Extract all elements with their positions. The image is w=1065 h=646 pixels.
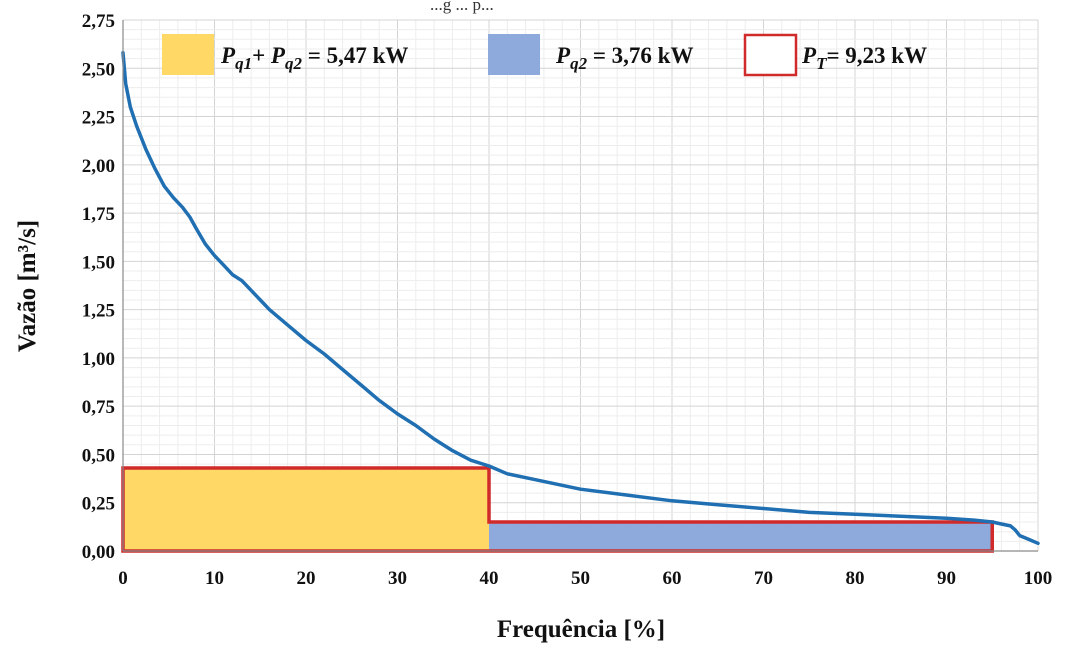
x-tick-label: 20 (297, 568, 316, 589)
series-layer (121, 51, 1040, 546)
y-tick-label: 2,50 (82, 59, 115, 80)
x-tick-label: 10 (205, 568, 224, 589)
y-tick-label: 2,25 (82, 108, 115, 129)
region-pq2 (489, 522, 993, 551)
y-tick-label: 1,50 (82, 252, 115, 273)
y-tick-labels: 0,00 0,25 0,50 0,75 1,00 1,25 1,50 1,75 2,00 2,25… (82, 11, 115, 563)
x-tick-label: 60 (663, 568, 682, 589)
axes (122, 20, 1038, 552)
series-line-flow-duration-curve (121, 51, 1040, 546)
region-pq1-pq2 (123, 467, 489, 551)
legend: Pq1+ Pq2 = 5,47 kW Pq2 = 3,76 kW PT= 9,23 … (162, 33, 927, 77)
y-axis-label: Vazão [m³/s] (14, 220, 41, 352)
y-tick-label: 1,75 (82, 204, 115, 225)
legend-item: Pq2 = 3,76 kW (488, 34, 693, 75)
power-regions (121, 466, 994, 553)
legend-item: Pq1+ Pq2 = 5,47 kW (162, 34, 408, 75)
legend-label: PT= 9,23 kW (801, 43, 927, 73)
x-tick-label: 30 (388, 568, 407, 589)
x-axis-label: Frequência [%] (497, 616, 665, 643)
legend-swatch (162, 34, 214, 75)
legend-swatch (743, 33, 798, 77)
legend-swatch (488, 34, 540, 75)
y-tick-label: 2,75 (82, 11, 115, 32)
x-tick-label: 50 (571, 568, 590, 589)
legend-item: PT= 9,23 kW (743, 33, 927, 77)
x-tick-label: 90 (937, 568, 956, 589)
y-tick-label: 0,00 (82, 542, 115, 563)
x-tick-label: 0 (118, 568, 128, 589)
y-tick-label: 0,50 (82, 445, 115, 466)
x-tick-label: 100 (1024, 568, 1053, 589)
y-tick-label: 1,00 (82, 349, 115, 370)
legend-label: Pq1+ Pq2 = 5,47 kW (220, 43, 408, 73)
x-tick-label: 70 (754, 568, 773, 589)
x-tick-label: 80 (846, 568, 865, 589)
x-tick-label: 40 (480, 568, 499, 589)
legend-label: Pq2 = 3,76 kW (555, 43, 693, 73)
y-tick-label: 0,25 (82, 494, 115, 515)
chart-title-partial: ...g ... p... (430, 0, 494, 14)
y-tick-label: 0,75 (82, 397, 115, 418)
y-tick-label: 2,00 (82, 156, 115, 177)
x-tick-labels: 0 10 20 30 40 50 60 70 80 90 100 (118, 568, 1052, 589)
y-tick-label: 1,25 (82, 301, 115, 322)
